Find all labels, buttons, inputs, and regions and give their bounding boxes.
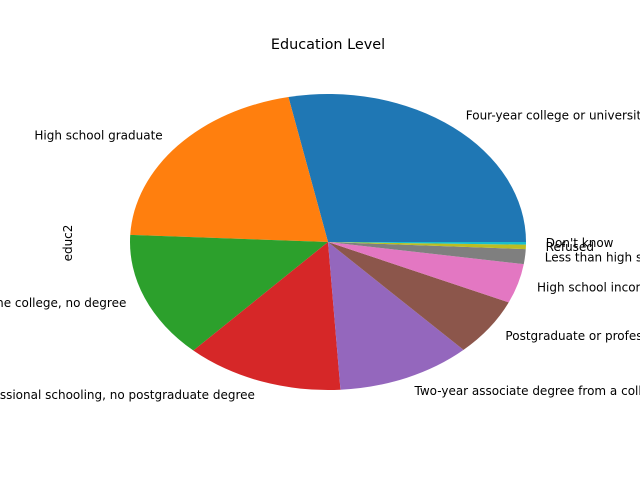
slice-label-two-year-associate-degree-from-a-college-or-university: Two-year associate degree from a college… <box>414 384 640 398</box>
y-axis-label: educ2 <box>61 225 75 262</box>
slice-label-postgraduate-or-professional-degree: Postgraduate or professional degree <box>505 329 640 343</box>
slice-label-four-year-college-or-university-degree-bachelor-s-degree: Four-year college or university degree/B… <box>466 108 640 122</box>
pie-slice-high-school-graduate <box>130 96 328 243</box>
slice-label-refused: Refused <box>546 240 594 254</box>
pie-slice-some-postgraduate-or-professional-schooling-no-postgraduate-degree <box>193 242 341 391</box>
pie-slice-labels: Four-year college or university degree/B… <box>0 108 640 401</box>
slice-label-don-t-know: Don't know <box>546 236 614 250</box>
slice-label-high-school-incomplete: High school incomplete <box>537 280 640 294</box>
pie-slice-less-than-high-school <box>328 242 526 265</box>
pie-slices <box>130 94 526 391</box>
pie-slice-refused <box>328 242 526 250</box>
pie-slice-four-year-college-or-university-degree-bachelor-s-degree <box>288 94 526 242</box>
slice-label-less-than-high-school: Less than high school <box>545 251 640 265</box>
pie-slice-postgraduate-or-professional-degree <box>328 242 509 350</box>
slice-label-high-school-graduate: High school graduate <box>34 129 162 143</box>
pie-slice-two-year-associate-degree-from-a-college-or-university <box>328 242 464 390</box>
slice-label-some-postgraduate-or-professional-schooling-no-postgraduate-degree: Some postgraduate or professional school… <box>0 388 255 402</box>
pie-slice-some-college-no-degree <box>130 234 328 351</box>
pie-slice-don-t-know <box>328 242 526 245</box>
chart-title: Education Level <box>271 37 385 53</box>
slice-label-some-college-no-degree: Some college, no degree <box>0 296 126 310</box>
pie-slice-high-school-incomplete <box>328 242 524 303</box>
